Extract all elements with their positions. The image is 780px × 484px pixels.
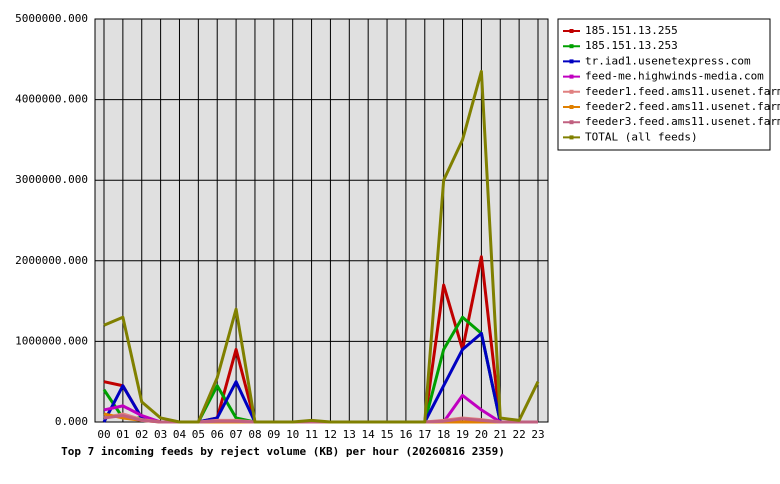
legend-label: 185.151.13.253 bbox=[585, 39, 678, 52]
x-tick-label: 12 bbox=[324, 428, 337, 441]
x-tick-label: 09 bbox=[267, 428, 280, 441]
x-tick-label: 02 bbox=[135, 428, 148, 441]
x-tick-label: 14 bbox=[362, 428, 376, 441]
x-tick-label: 10 bbox=[286, 428, 299, 441]
x-tick-label: 13 bbox=[343, 428, 356, 441]
x-tick-label: 11 bbox=[305, 428, 318, 441]
x-tick-label: 08 bbox=[248, 428, 261, 441]
legend-label: feeder2.feed.ams11.usenet.farm bbox=[585, 100, 780, 113]
series-line bbox=[103, 69, 540, 424]
chart-title: Top 7 incoming feeds by reject volume (K… bbox=[61, 445, 505, 458]
legend-marker bbox=[569, 105, 574, 109]
legend-box bbox=[557, 18, 771, 151]
x-tick-label: 00 bbox=[97, 428, 110, 441]
legend-label: feeder1.feed.ams11.usenet.farm bbox=[585, 85, 780, 98]
legend-marker bbox=[569, 135, 574, 140]
y-tick-label: 5000000.000 bbox=[15, 12, 88, 25]
plot-area bbox=[94, 18, 549, 423]
x-tick-label: 21 bbox=[494, 428, 507, 441]
legend-marker bbox=[569, 89, 574, 94]
x-tick-label: 03 bbox=[154, 428, 167, 441]
legend-marker bbox=[569, 59, 574, 64]
legend-label: TOTAL (all feeds) bbox=[585, 130, 698, 143]
x-tick-label: 04 bbox=[173, 428, 187, 441]
legend-marker bbox=[569, 120, 574, 125]
legend-label: 185.151.13.255 bbox=[585, 24, 678, 37]
legend-marker bbox=[569, 74, 574, 79]
x-tick-label: 15 bbox=[380, 428, 393, 441]
x-tick-label: 06 bbox=[211, 428, 224, 441]
x-tick-label: 20 bbox=[475, 428, 488, 441]
x-tick-label: 07 bbox=[229, 428, 242, 441]
legend-label: feeder3.feed.ams11.usenet.farm bbox=[585, 115, 780, 128]
legend-label: feed-me.highwinds-media.com bbox=[585, 70, 764, 83]
x-tick-label: 16 bbox=[399, 428, 412, 441]
x-tick-label: 17 bbox=[418, 428, 431, 441]
x-tick-label: 01 bbox=[116, 428, 129, 441]
legend-marker bbox=[569, 44, 574, 49]
y-tick-label: 0.000 bbox=[55, 415, 88, 428]
y-tick-label: 3000000.000 bbox=[15, 173, 88, 186]
y-tick-label: 1000000.000 bbox=[15, 334, 88, 347]
y-tick-label: 4000000.000 bbox=[15, 93, 88, 106]
x-tick-label: 18 bbox=[437, 428, 450, 441]
legend-marker bbox=[569, 29, 574, 33]
y-tick-label: 2000000.000 bbox=[15, 254, 88, 267]
x-tick-label: 23 bbox=[531, 428, 544, 441]
x-tick-label: 19 bbox=[456, 428, 469, 441]
legend-label: tr.iad1.usenetexpress.com bbox=[585, 54, 751, 67]
x-tick-label: 22 bbox=[513, 428, 526, 441]
x-tick-label: 05 bbox=[192, 428, 205, 441]
